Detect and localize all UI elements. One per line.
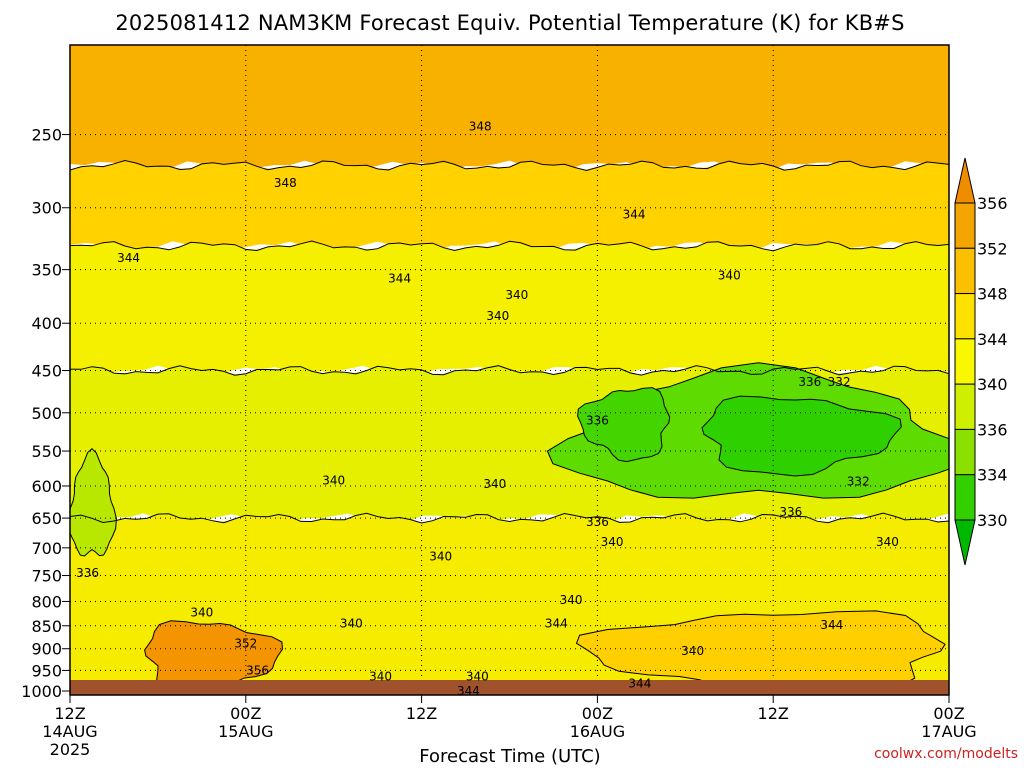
colorbar-tick-label: 348 [977, 285, 1008, 304]
contour-label: 336 [586, 414, 609, 428]
contour-label: 340 [876, 535, 899, 549]
colorbar-swatch [954, 428, 976, 476]
x-tick-label: 15AUG [218, 722, 273, 741]
y-tick-label: 900 [31, 640, 62, 659]
y-tick-label: 950 [31, 661, 62, 680]
contour-lines [70, 159, 949, 524]
x-tick-label: 00Z [582, 704, 613, 723]
y-tick-label: 650 [31, 509, 62, 528]
y-tick-label: 350 [31, 261, 62, 280]
contour-label: 336 [798, 375, 821, 389]
contour-label: 344 [623, 207, 646, 221]
theta-pockets [70, 362, 949, 695]
contour-label: 332 [847, 474, 870, 488]
y-tick-label: 400 [31, 314, 62, 333]
contour-label: 336 [76, 566, 99, 580]
colorbar-tick-label: 356 [977, 194, 1008, 213]
colorbar-swatch [954, 247, 976, 295]
colorbar-tick-label: 352 [977, 239, 1008, 258]
contour-label: 340 [429, 549, 452, 563]
colorbar-tick-label: 330 [977, 511, 1008, 530]
contour-label: 340 [560, 593, 583, 607]
x-tick-label: 00Z [933, 704, 964, 723]
contour-label: 340 [601, 535, 624, 549]
contour-label: 336 [586, 515, 609, 529]
colorbar-swatch [954, 202, 976, 249]
contour-label: 348 [469, 119, 492, 133]
x-tick-label: 12Z [406, 704, 437, 723]
y-tick-label: 800 [31, 592, 62, 611]
credit-text: coolwx.com/modelts [874, 746, 1018, 762]
contour-label: 344 [117, 251, 140, 265]
contour-label: 340 [369, 670, 392, 684]
contour-label: 340 [322, 474, 345, 488]
y-tick-label: 450 [31, 361, 62, 380]
y-tick-label: 700 [31, 539, 62, 558]
contour-label: 332 [828, 375, 851, 389]
colorbar-tick-label: 340 [977, 375, 1008, 394]
y-tick-label: 600 [31, 477, 62, 496]
theta-band [70, 160, 949, 251]
colorbar-tick-label: 344 [977, 330, 1008, 349]
y-tick-label: 250 [31, 126, 62, 145]
x-tick-label: 16AUG [570, 722, 625, 741]
colorbar-swatch [954, 383, 976, 430]
contour-label: 340 [505, 288, 528, 302]
contour-label: 352 [234, 636, 257, 650]
colorbar-tick-label: 334 [977, 466, 1008, 485]
contour-line [70, 512, 949, 524]
ground-strip [70, 680, 949, 695]
contour-label: 344 [457, 684, 480, 698]
colorbar-swatch [954, 293, 976, 340]
contour-label: 356 [246, 663, 269, 677]
x-axis-label: Forecast Time (UTC) [419, 746, 600, 767]
y-tick-label: 300 [31, 199, 62, 218]
contour-label: 344 [628, 677, 651, 691]
colorbar-tick-label: 336 [977, 420, 1008, 439]
y-tick-label: 750 [31, 567, 62, 586]
colorbar-swatch [954, 474, 976, 521]
x-tick-label: 12Z [54, 704, 85, 723]
y-tick-label: 1000 [21, 682, 62, 701]
y-tick-label: 850 [31, 617, 62, 636]
x-tick-label: 00Z [230, 704, 261, 723]
pressure-axis: 250 300 350 400 450 500 550 600 650 700 750 800 850 9… [21, 126, 70, 701]
colorbar-swatch [954, 338, 976, 385]
contour-label: 340 [483, 477, 506, 491]
contour-label: 344 [545, 616, 568, 630]
x-tick-label: 17AUG [921, 722, 976, 741]
contour-label: 340 [190, 605, 213, 619]
y-tick-label: 550 [31, 442, 62, 461]
theta-pocket [701, 395, 902, 477]
contour-label: 340 [718, 268, 741, 282]
x-tick-label: 14AUG [42, 722, 97, 741]
x-tick-label: 2025 [50, 740, 91, 759]
grid-lines [70, 45, 949, 695]
contour-line [70, 240, 949, 252]
contour-label: 336 [779, 505, 802, 519]
colorbar-arrow-top [954, 157, 976, 204]
theta-band [70, 45, 949, 171]
contour-label: 340 [340, 616, 363, 630]
contour-label: 340 [681, 644, 704, 658]
contour-label: 348 [274, 176, 297, 190]
y-tick-label: 500 [31, 404, 62, 423]
colorbar-arrow-bottom [954, 519, 976, 566]
contour-line [70, 159, 949, 172]
contour-label: 344 [820, 618, 843, 632]
theta-pocket [577, 387, 671, 463]
contour-line [70, 365, 949, 376]
chart-title: 2025081412 NAM3KM Forecast Equiv. Potent… [115, 11, 904, 35]
contour-label: 344 [388, 272, 411, 286]
contour-label: 340 [486, 309, 509, 323]
colorbar: 356 352 348 344 340 336 334 330 [954, 157, 1008, 566]
x-tick-label: 12Z [758, 704, 789, 723]
theta-band [70, 241, 949, 376]
contour-label: 340 [466, 670, 489, 684]
